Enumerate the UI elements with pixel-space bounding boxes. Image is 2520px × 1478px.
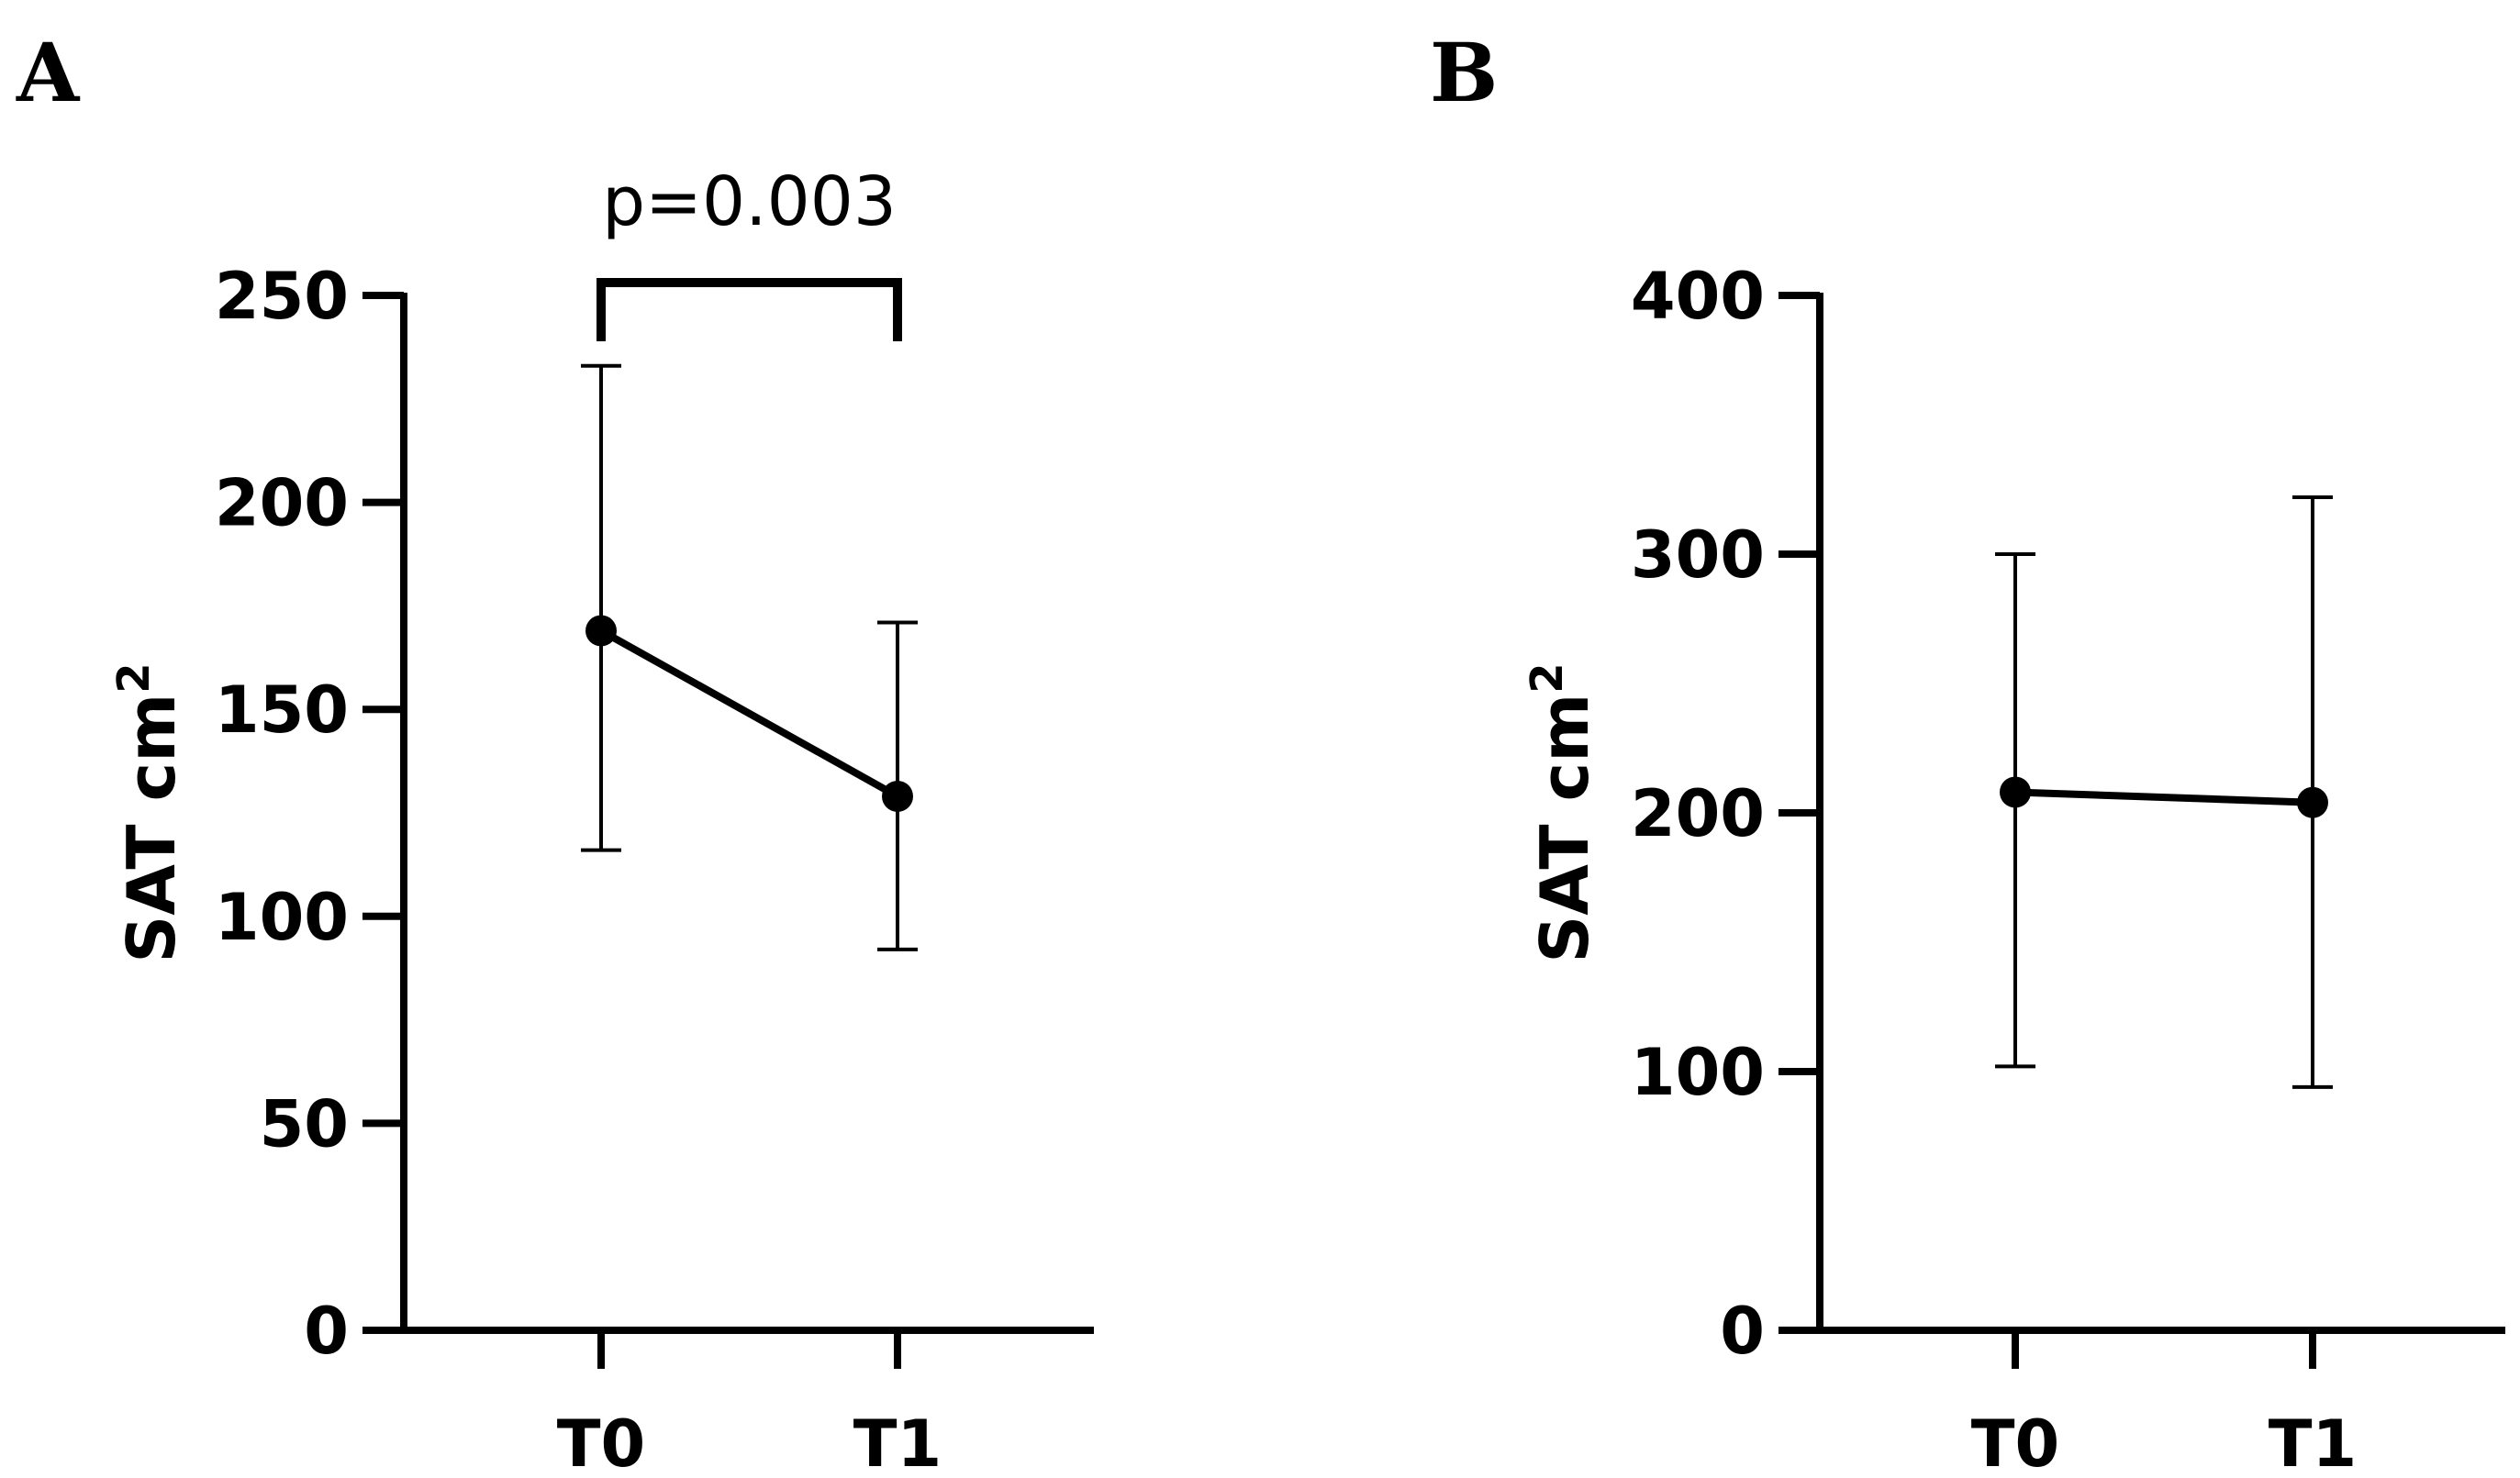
panel-b-y-tick-label: 400: [1631, 259, 1765, 334]
panel-b-data-point: [2297, 786, 2328, 818]
panel-a-y-tick-label: 250: [215, 259, 349, 334]
panel-a-data-point: [585, 615, 617, 647]
panel-a-y-axis-label: SAT cm2: [108, 662, 190, 962]
panel-a-y-tick-label: 50: [260, 1086, 349, 1161]
panel-a-p-value-label: p=0.003: [602, 162, 897, 241]
panel-a-y-tick-label: 100: [215, 880, 349, 955]
panel-a-y-tick-label: 200: [215, 466, 349, 541]
panel-b-series-line: [2014, 788, 2314, 806]
panel-b-x-tick-label: T1: [2269, 1406, 2357, 1478]
panel-a-letter: A: [16, 25, 81, 120]
panel-b-y-tick-label: 100: [1631, 1035, 1765, 1110]
panel-b-y-tick-label: 0: [1720, 1294, 1765, 1369]
panel-a-data-point: [882, 780, 913, 812]
panel-b-x-tick-label: T0: [1971, 1406, 2059, 1478]
panel-b-y-tick-label: 300: [1631, 517, 1765, 593]
panel-b-letter: B: [1430, 25, 1498, 120]
panel-a-y-tick-label: 150: [215, 672, 349, 748]
panel-a-x-tick-label: T1: [853, 1406, 942, 1478]
panel-b-y-axis-label: SAT cm2: [1522, 662, 1603, 962]
panel-a-x-tick-label: T0: [557, 1406, 645, 1478]
panel-b-data-point: [2000, 776, 2031, 808]
panel-a-series-line: [599, 627, 899, 800]
panel-a-significance-bracket: [597, 278, 902, 341]
panel-b-y-tick-label: 200: [1631, 776, 1765, 851]
panel-a: A SAT cm2 0 50 100 150 200 250 T0 T1 p=0.003: [16, 25, 1094, 1478]
panel-a-y-tick-label: 0: [304, 1294, 349, 1369]
panel-b: B SAT cm2 0 100 200 300 400 T0 T1: [1430, 25, 2505, 1478]
